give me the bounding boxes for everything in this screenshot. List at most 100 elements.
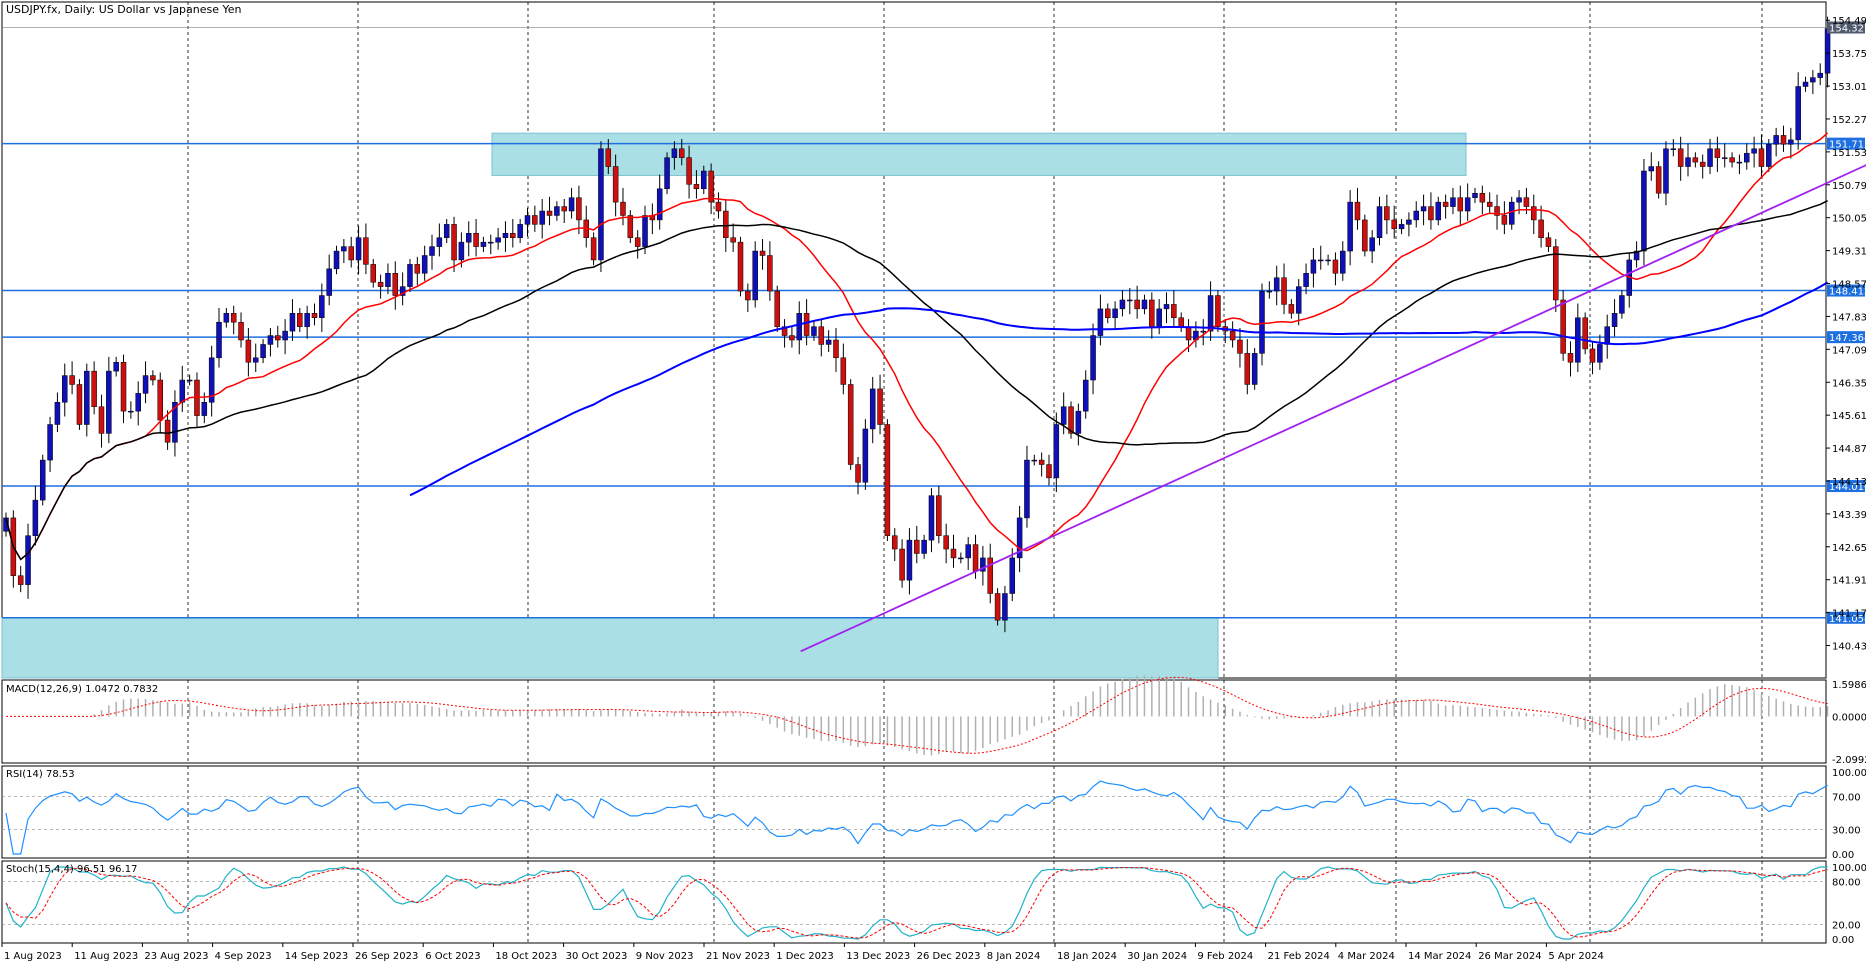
bear-candle[interactable] bbox=[1281, 277, 1287, 305]
bull-candle[interactable] bbox=[267, 335, 274, 345]
bull-candle[interactable] bbox=[429, 246, 435, 256]
bull-candle[interactable] bbox=[1648, 166, 1655, 172]
bull-candle[interactable] bbox=[921, 539, 927, 554]
bear-candle[interactable] bbox=[1758, 148, 1765, 167]
bull-candle[interactable] bbox=[1002, 593, 1008, 621]
bear-candle[interactable] bbox=[546, 210, 553, 216]
bear-candle[interactable] bbox=[230, 313, 237, 323]
bear-candle[interactable] bbox=[150, 375, 156, 381]
bull-candle[interactable] bbox=[54, 402, 61, 425]
bull-candle[interactable] bbox=[333, 250, 340, 270]
bull-candle[interactable] bbox=[465, 233, 472, 243]
bear-candle[interactable] bbox=[576, 197, 582, 221]
bull-candle[interactable] bbox=[1031, 459, 1038, 462]
bear-candle[interactable] bbox=[1237, 339, 1243, 354]
bull-candle[interactable] bbox=[1670, 148, 1677, 151]
bull-candle[interactable] bbox=[355, 237, 362, 261]
bear-candle[interactable] bbox=[1486, 201, 1493, 207]
bull-candle[interactable] bbox=[223, 313, 230, 323]
bull-candle[interactable] bbox=[965, 544, 971, 559]
bull-candle[interactable] bbox=[135, 393, 141, 412]
bull-candle[interactable] bbox=[1663, 148, 1669, 194]
bull-candle[interactable] bbox=[1707, 148, 1713, 167]
bear-candle[interactable] bbox=[877, 388, 883, 425]
bull-candle[interactable] bbox=[1075, 410, 1082, 434]
bull-candle[interactable] bbox=[495, 237, 501, 243]
bull-candle[interactable] bbox=[1721, 157, 1728, 159]
bull-candle[interactable] bbox=[554, 206, 560, 216]
bull-candle[interactable] bbox=[1516, 197, 1522, 203]
bear-candle[interactable] bbox=[605, 148, 612, 167]
bear-candle[interactable] bbox=[1479, 192, 1486, 203]
bear-candle[interactable] bbox=[1354, 201, 1361, 221]
bull-candle[interactable] bbox=[282, 330, 288, 341]
bull-candle[interactable] bbox=[1119, 299, 1126, 310]
bear-candle[interactable] bbox=[1538, 219, 1544, 238]
bull-candle[interactable] bbox=[862, 428, 869, 483]
bull-candle[interactable] bbox=[1369, 237, 1375, 252]
bear-candle[interactable] bbox=[781, 326, 788, 336]
bull-candle[interactable] bbox=[304, 313, 310, 327]
bear-candle[interactable] bbox=[1589, 348, 1596, 363]
bear-candle[interactable] bbox=[1494, 206, 1500, 216]
bull-candle[interactable] bbox=[142, 375, 149, 394]
bull-candle[interactable] bbox=[1508, 201, 1515, 225]
bull-candle[interactable] bbox=[869, 388, 876, 430]
bull-candle[interactable] bbox=[47, 424, 53, 461]
bear-candle[interactable] bbox=[1391, 219, 1397, 230]
bull-candle[interactable] bbox=[1619, 295, 1625, 314]
bear-candle[interactable] bbox=[164, 419, 171, 443]
bull-candle[interactable] bbox=[216, 321, 222, 359]
bull-candle[interactable] bbox=[399, 286, 406, 296]
bear-candle[interactable] bbox=[1229, 330, 1236, 341]
bear-candle[interactable] bbox=[1699, 161, 1706, 167]
bull-candle[interactable] bbox=[1156, 308, 1162, 327]
bear-candle[interactable] bbox=[1545, 237, 1552, 247]
bear-candle[interactable] bbox=[612, 166, 619, 203]
bear-candle[interactable] bbox=[1531, 206, 1537, 221]
bull-candle[interactable] bbox=[980, 557, 986, 572]
bull-candle[interactable] bbox=[1016, 517, 1023, 559]
bull-candle[interactable] bbox=[385, 273, 391, 287]
bear-candle[interactable] bbox=[899, 548, 905, 581]
bull-candle[interactable] bbox=[488, 241, 494, 244]
bull-candle[interactable] bbox=[106, 370, 112, 434]
bull-candle[interactable] bbox=[502, 233, 509, 238]
bull-candle[interactable] bbox=[1751, 148, 1757, 154]
bull-candle[interactable] bbox=[1604, 326, 1610, 345]
bull-candle[interactable] bbox=[1060, 406, 1067, 425]
bear-candle[interactable] bbox=[1560, 299, 1566, 354]
bear-candle[interactable] bbox=[767, 255, 773, 292]
bull-candle[interactable] bbox=[39, 459, 46, 501]
bear-candle[interactable] bbox=[17, 575, 24, 585]
bear-candle[interactable] bbox=[1332, 259, 1339, 274]
bear-candle[interactable] bbox=[1729, 157, 1735, 163]
bull-candle[interactable] bbox=[1200, 330, 1206, 333]
bull-candle[interactable] bbox=[1259, 290, 1265, 354]
bear-candle[interactable] bbox=[1288, 304, 1295, 314]
support-zone[interactable] bbox=[1, 617, 1219, 679]
bull-candle[interactable] bbox=[480, 241, 487, 247]
bear-candle[interactable] bbox=[884, 424, 891, 536]
bull-candle[interactable] bbox=[1163, 304, 1170, 310]
bear-candle[interactable] bbox=[950, 548, 957, 559]
bull-candle[interactable] bbox=[1824, 28, 1831, 74]
bear-candle[interactable] bbox=[561, 206, 567, 212]
bear-candle[interactable] bbox=[91, 370, 97, 407]
bull-candle[interactable] bbox=[524, 215, 531, 225]
bull-candle[interactable] bbox=[1347, 201, 1353, 252]
bear-candle[interactable] bbox=[818, 326, 825, 345]
bull-candle[interactable] bbox=[186, 379, 193, 382]
bull-candle[interactable] bbox=[1450, 197, 1456, 207]
bear-candle[interactable] bbox=[914, 539, 920, 554]
bull-candle[interactable] bbox=[811, 326, 817, 336]
bear-candle[interactable] bbox=[76, 384, 83, 425]
bear-candle[interactable] bbox=[847, 384, 854, 465]
bear-candle[interactable] bbox=[1046, 464, 1052, 479]
bear-candle[interactable] bbox=[891, 535, 898, 550]
bear-candle[interactable] bbox=[363, 237, 369, 265]
bear-candle[interactable] bbox=[1134, 299, 1140, 310]
bull-candle[interactable] bbox=[664, 157, 670, 190]
bear-candle[interactable] bbox=[311, 313, 318, 319]
bear-candle[interactable] bbox=[803, 313, 810, 336]
